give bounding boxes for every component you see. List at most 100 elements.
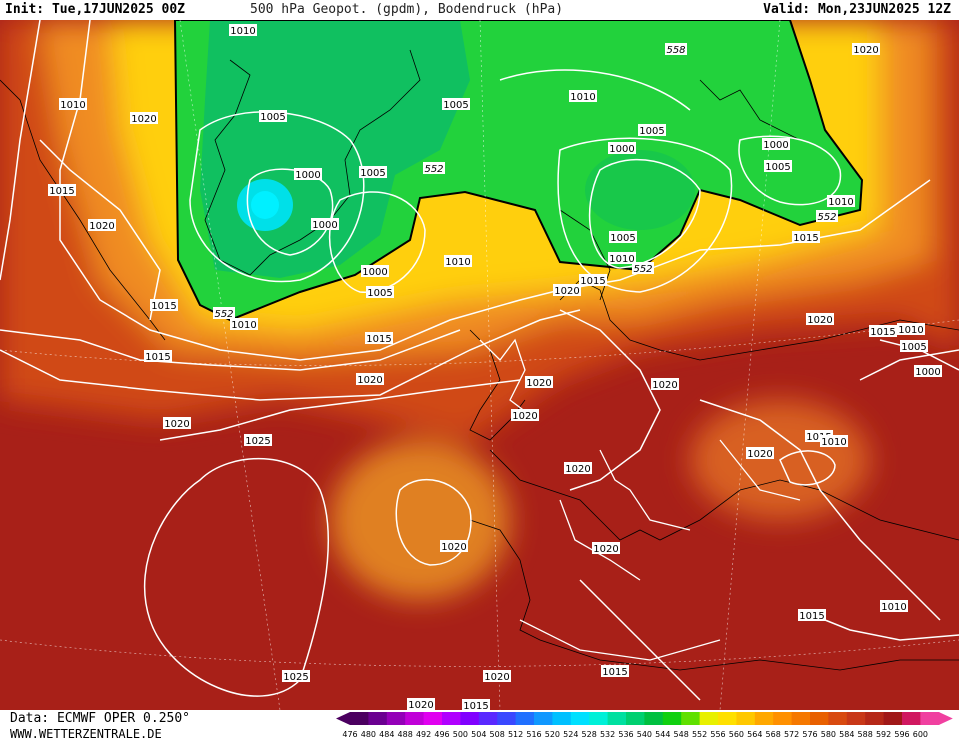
svg-text:1010: 1010 <box>445 257 470 268</box>
isobar-label: 1020 <box>440 540 468 553</box>
svg-text:1005: 1005 <box>639 126 664 137</box>
color-scale-tick-label: 592 <box>876 730 891 739</box>
color-scale-tick-label: 564 <box>747 730 762 739</box>
isobar-label: 1010 <box>59 98 87 111</box>
isobar-label: 1015 <box>798 609 826 622</box>
svg-text:552: 552 <box>214 309 233 320</box>
color-scale-tick-label: 496 <box>434 730 449 739</box>
svg-text:1020: 1020 <box>89 221 114 232</box>
color-scale-tick-label: 536 <box>618 730 633 739</box>
svg-text:1015: 1015 <box>145 352 170 363</box>
svg-text:552: 552 <box>817 212 836 223</box>
color-scale-cell <box>902 712 921 725</box>
color-scale-cell <box>846 712 866 725</box>
svg-text:1020: 1020 <box>441 542 466 553</box>
color-scale-tick-label: 528 <box>582 730 597 739</box>
color-scale-tick-label: 500 <box>453 730 468 739</box>
isobar-label: 1000 <box>608 142 636 155</box>
color-scale-tick-label: 548 <box>674 730 689 739</box>
isobar-label: 1000 <box>762 138 790 151</box>
isobar-label: 1025 <box>282 670 310 683</box>
color-scale-tick-label: 560 <box>729 730 744 739</box>
color-scale-tick-label: 576 <box>802 730 817 739</box>
isobar-label: 1010 <box>230 318 258 331</box>
svg-text:1010: 1010 <box>609 254 634 265</box>
isobar-label: 1015 <box>48 184 76 197</box>
isobar-label: 1020 <box>746 447 774 460</box>
svg-text:558: 558 <box>666 45 685 56</box>
isobar-label: 1020 <box>88 219 116 232</box>
color-scale-tick-label: 492 <box>416 730 431 739</box>
svg-text:1010: 1010 <box>570 92 595 103</box>
height-label: 552 <box>213 307 235 320</box>
valid-time: Valid: Mon,23JUN2025 12Z <box>763 2 951 17</box>
svg-text:1020: 1020 <box>593 544 618 555</box>
data-source: Data: ECMWF OPER 0.250° <box>10 711 191 726</box>
svg-text:1005: 1005 <box>367 288 392 299</box>
svg-text:1015: 1015 <box>806 432 831 443</box>
svg-text:1010: 1010 <box>230 26 255 37</box>
color-scale-tick-label: 580 <box>821 730 836 739</box>
color-scale-cell <box>626 712 645 725</box>
color-scale <box>336 712 953 725</box>
isobar-label: 1020 <box>592 542 620 555</box>
svg-text:1020: 1020 <box>807 315 832 326</box>
isobar-label: 1020 <box>852 43 880 56</box>
svg-text:1020: 1020 <box>652 380 677 391</box>
isobar-label: 1000 <box>361 265 389 278</box>
geopotential-field <box>0 20 959 710</box>
svg-text:1010: 1010 <box>881 602 906 613</box>
color-scale-tick-label: 484 <box>379 730 394 739</box>
color-scale-tick-label: 544 <box>655 730 670 739</box>
map-title: 500 hPa Geopot. (gpdm), Bodendruck (hPa) <box>250 2 564 17</box>
color-scale-tick-label: 540 <box>637 730 652 739</box>
graticule <box>0 20 959 710</box>
color-scale-cell <box>865 712 885 725</box>
height-label: 552 <box>632 262 654 275</box>
color-scale-cell <box>791 712 811 725</box>
isobar-label: 1020 <box>511 409 539 422</box>
height-label: 552 <box>423 162 445 175</box>
color-scale-tick-label: 572 <box>784 730 799 739</box>
svg-text:1015: 1015 <box>366 334 391 345</box>
svg-text:1015: 1015 <box>793 233 818 244</box>
svg-text:1000: 1000 <box>295 170 320 181</box>
color-scale-tick-label: 588 <box>858 730 873 739</box>
svg-text:1015: 1015 <box>580 276 605 287</box>
isobar-label: 1020 <box>407 698 435 710</box>
color-scale-cell <box>699 712 719 725</box>
isobar-label: 1005 <box>366 286 394 299</box>
isobar-label: 1005 <box>442 98 470 111</box>
isobar-label: 1000 <box>311 218 339 231</box>
svg-text:1025: 1025 <box>283 672 308 683</box>
svg-text:1010: 1010 <box>898 325 923 336</box>
isobar-label: 1000 <box>914 365 942 378</box>
isobar-label: 1005 <box>764 160 792 173</box>
svg-text:552: 552 <box>633 264 652 275</box>
svg-text:1015: 1015 <box>463 701 488 710</box>
color-scale-tick-label: 600 <box>913 730 928 739</box>
svg-text:1020: 1020 <box>512 411 537 422</box>
color-scale-cell <box>644 712 664 725</box>
isobar-label: 1020 <box>525 376 553 389</box>
svg-text:1015: 1015 <box>799 611 824 622</box>
color-scale-tick-label: 480 <box>361 730 376 739</box>
isobar-label: 1015 <box>869 325 897 338</box>
color-scale-cell <box>883 712 903 725</box>
isobar-label: 1020 <box>651 378 679 391</box>
svg-text:1015: 1015 <box>49 186 74 197</box>
svg-text:1005: 1005 <box>765 162 790 173</box>
svg-text:1020: 1020 <box>357 375 382 386</box>
forecast-map: 1010 1010 1020 1015 1020 1015 1010 1005 … <box>0 20 959 710</box>
color-scale-cell <box>589 712 609 725</box>
svg-text:1000: 1000 <box>609 144 634 155</box>
svg-text:1005: 1005 <box>360 168 385 179</box>
color-scale-tick-label: 476 <box>342 730 357 739</box>
isobar-label: 1010 <box>897 323 925 336</box>
isobar-label: 1020 <box>806 313 834 326</box>
svg-text:1020: 1020 <box>565 464 590 475</box>
color-scale-cell <box>754 712 774 725</box>
svg-text:1000: 1000 <box>362 267 387 278</box>
isobar-label: 1020 <box>130 112 158 125</box>
color-scale-cell <box>810 712 829 725</box>
